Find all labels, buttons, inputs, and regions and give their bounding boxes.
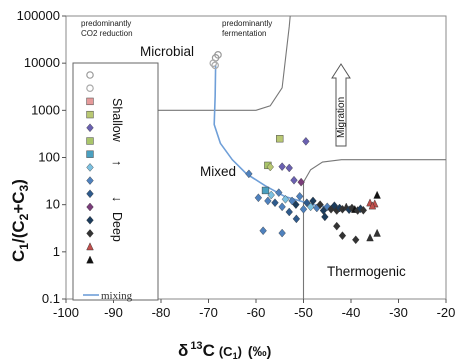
y-tick-label: 1000 [31, 102, 60, 117]
legend-marker [86, 242, 94, 251]
data-point [359, 205, 368, 215]
co2-note-line2: CO2 reduction [81, 29, 133, 38]
y-tick-label: 10000 [24, 55, 60, 70]
x-tick-label: -80 [152, 305, 171, 320]
legend-marker [86, 110, 94, 119]
legend-marker [86, 71, 94, 79]
legend-marker [86, 97, 94, 106]
data-point [264, 196, 272, 206]
fermentation-note-line1: predominantly [222, 19, 272, 28]
data-point [299, 204, 308, 214]
legend-arrow-up: ↑ [110, 160, 124, 166]
data-point [292, 200, 300, 209]
y-ticks: 0.1 1 10 100 1000 10000 100000 [17, 8, 66, 306]
y-axis-label: C1/(C2+C3) [9, 179, 31, 262]
x-ticks: -100 -90 -80 -70 -60 -50 -40 -30 -20 [53, 299, 455, 320]
legend-deep: Deep [110, 212, 124, 242]
legend-marker [86, 189, 94, 199]
data-point [245, 169, 253, 179]
x-tick-label: -60 [247, 305, 266, 320]
data-point [303, 198, 311, 208]
legend-marker [86, 123, 94, 133]
migration-label: Migration [336, 97, 347, 138]
x-tick-label: -90 [104, 305, 123, 320]
legend: Shallow ↑ ↓ Deep mixing [72, 62, 159, 302]
data-point [352, 235, 360, 245]
legend-marker [86, 84, 94, 93]
x-tick-label: -50 [294, 305, 313, 320]
data-point [214, 51, 222, 59]
mixed-label: Mixed [200, 164, 236, 179]
y-tick-label: 10 [46, 197, 60, 212]
x-tick-label: -30 [389, 305, 408, 320]
fermentation-note-line2: fermentation [222, 29, 266, 38]
data-point [366, 233, 374, 242]
data-point [211, 61, 219, 70]
thermogenic-boundary-curve [303, 159, 446, 183]
thermogenic-label: Thermogenic [327, 264, 406, 279]
legend-mixing-label: mixing [101, 290, 133, 302]
legend-marker [86, 215, 94, 225]
microbial-label: Microbial [140, 44, 194, 59]
data-point [290, 175, 298, 185]
data-point [285, 207, 293, 217]
data-point [321, 212, 329, 222]
legend-marker [86, 137, 94, 145]
data-point [278, 228, 286, 238]
data-point [266, 162, 274, 172]
data-point [373, 228, 381, 237]
legend-shallow: Shallow [110, 98, 124, 143]
legend-arrow-down: ↓ [110, 196, 124, 202]
data-point [292, 214, 301, 224]
data-point [278, 162, 286, 171]
legend-marker [86, 150, 94, 158]
data-point [373, 190, 381, 199]
legend-marker [86, 202, 94, 212]
data-point [316, 200, 324, 209]
x-tick-label: -40 [342, 305, 361, 320]
data-point [297, 177, 305, 187]
data-point [259, 226, 267, 236]
data-point [267, 190, 275, 200]
data-point [271, 198, 279, 208]
data-point [302, 137, 310, 146]
y-tick-label: 100000 [17, 8, 60, 23]
x-tick-label: -70 [199, 305, 218, 320]
data-point [338, 231, 347, 240]
legend-marker [86, 176, 94, 185]
data-point [276, 135, 284, 143]
data-point [368, 201, 377, 210]
data-point [209, 59, 218, 67]
data-point [309, 196, 317, 206]
x-axis-label: δ 13C (C1) (‰) [178, 340, 271, 361]
x-tick-label: -20 [437, 305, 456, 320]
data-points [209, 51, 381, 245]
data-point [306, 202, 315, 212]
legend-markers [86, 71, 94, 264]
data-point [281, 194, 290, 204]
y-tick-label: 100 [38, 150, 60, 165]
data-point [261, 186, 270, 195]
microbial-boundary [156, 15, 291, 111]
y-tick-label: 0.1 [42, 291, 60, 306]
legend-marker [86, 255, 94, 264]
data-point [285, 163, 293, 173]
migration-arrow: Migration [331, 63, 351, 147]
data-point [333, 221, 341, 231]
data-point [323, 202, 331, 212]
co2-note-line1: predominantly [81, 19, 131, 28]
data-point [275, 188, 283, 197]
legend-marker [86, 163, 94, 172]
x-tick-label: -100 [53, 305, 79, 320]
data-point [296, 192, 304, 201]
data-point [278, 202, 286, 212]
data-point [254, 193, 263, 203]
legend-marker [86, 229, 94, 238]
y-tick-label: 1 [53, 244, 60, 259]
